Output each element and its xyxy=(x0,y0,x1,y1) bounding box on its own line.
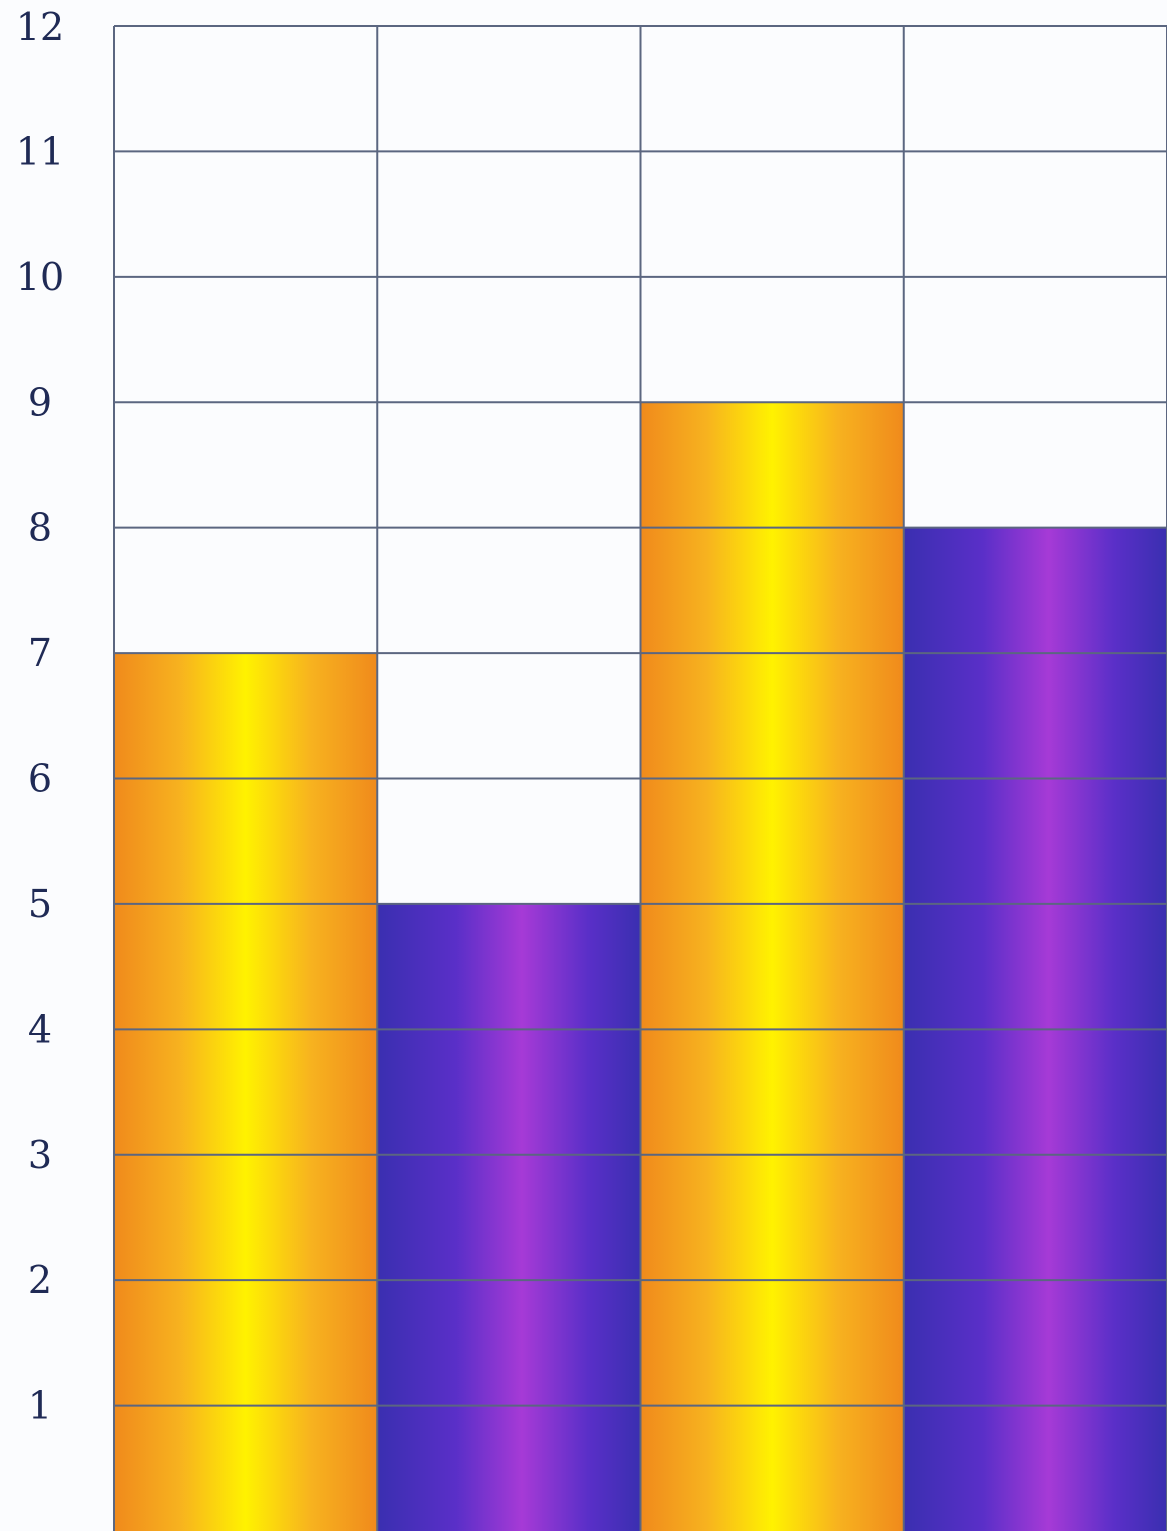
y-tick-label-10: 10 xyxy=(16,255,64,299)
grid-layer xyxy=(113,25,1167,1531)
y-tick-label-1: 1 xyxy=(28,1384,52,1428)
y-tick-label-6: 6 xyxy=(28,757,52,801)
bar-3 xyxy=(640,402,904,1531)
y-tick-label-9: 9 xyxy=(28,380,52,424)
y-tick-label-4: 4 xyxy=(28,1007,52,1051)
y-tick-label-2: 2 xyxy=(28,1258,52,1302)
y-tick-label-3: 3 xyxy=(28,1133,52,1177)
y-tick-label-7: 7 xyxy=(28,631,52,675)
y-tick-label-8: 8 xyxy=(28,506,52,550)
y-tick-label-11: 11 xyxy=(16,129,64,173)
bar-1 xyxy=(114,653,378,1531)
y-tick-label-5: 5 xyxy=(28,882,52,926)
y-tick-label-12: 12 xyxy=(16,5,64,49)
bar-2 xyxy=(377,903,641,1531)
bars-layer xyxy=(114,402,1167,1531)
